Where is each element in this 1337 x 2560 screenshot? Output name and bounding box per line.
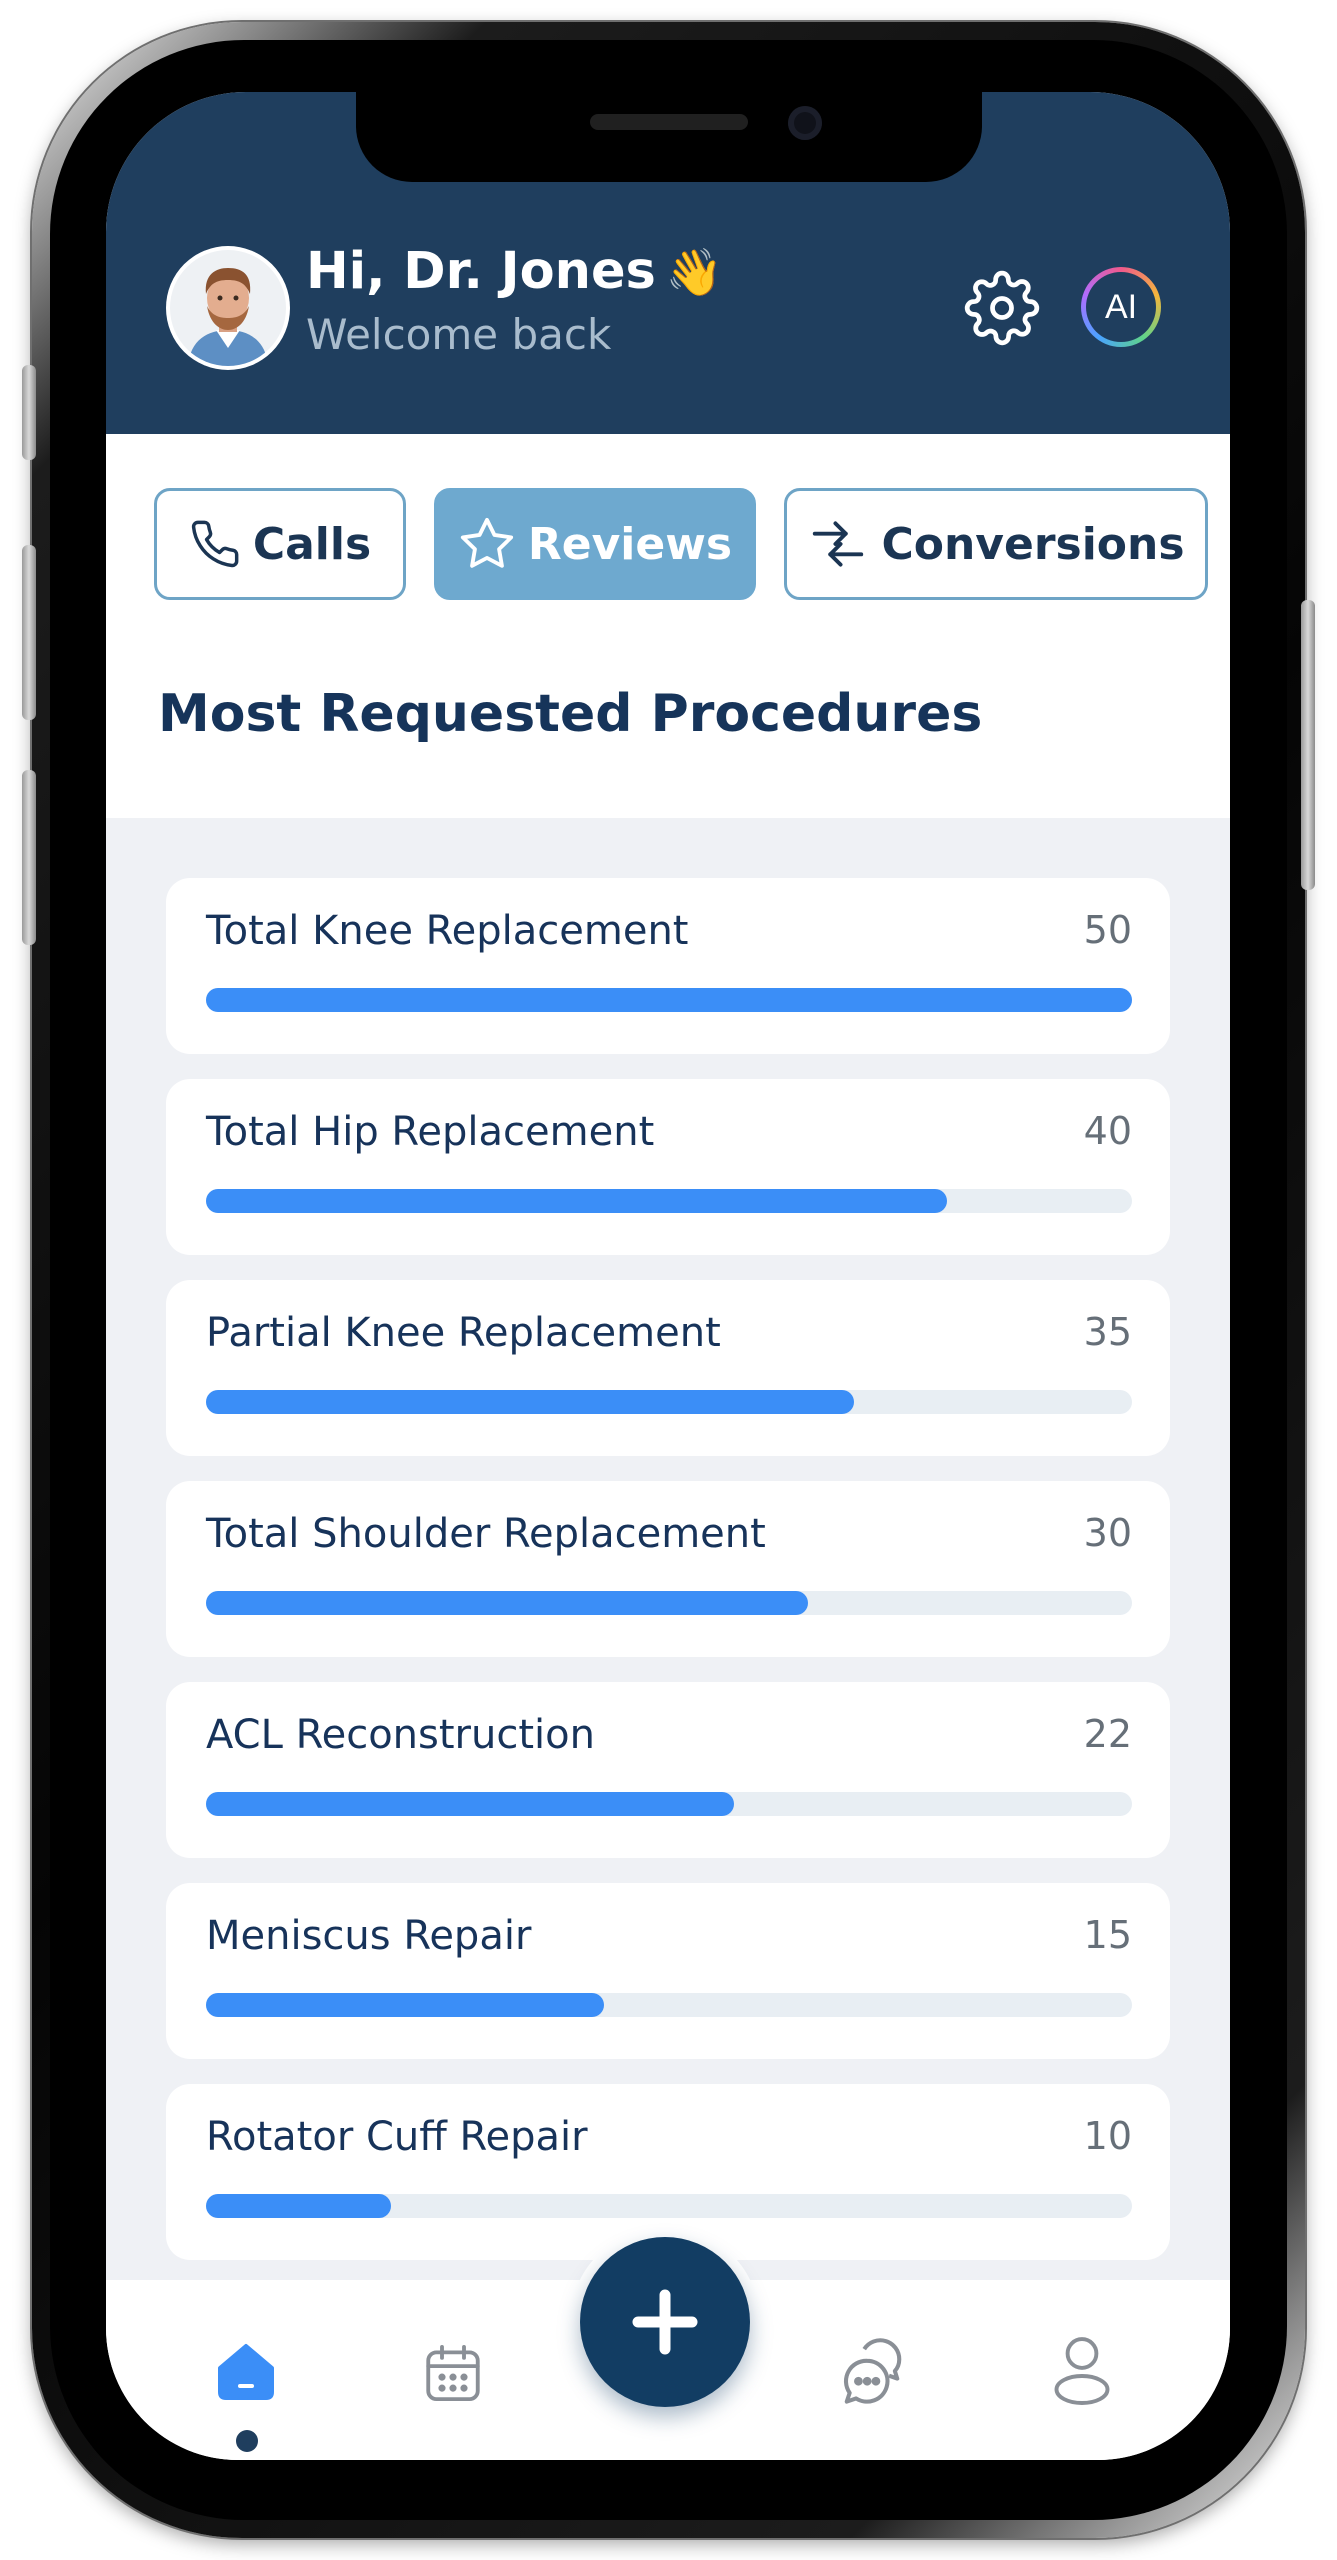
ai-label: AI xyxy=(1086,272,1156,342)
mute-switch xyxy=(22,365,36,460)
phone-icon xyxy=(191,520,239,568)
welcome-subtitle: Welcome back xyxy=(306,310,612,359)
procedure-count: 30 xyxy=(1083,1511,1132,1555)
progress-fill xyxy=(206,2194,392,2218)
progress-track xyxy=(206,2194,1132,2218)
progress-fill xyxy=(206,1993,605,2017)
app-header: Hi, Dr. Jones 👋 Welcome back AI xyxy=(106,92,1230,434)
list-item[interactable]: Total Hip Replacement 40 xyxy=(166,1079,1170,1255)
procedure-count: 35 xyxy=(1083,1310,1132,1354)
volume-up-button xyxy=(22,545,36,720)
gear-icon[interactable] xyxy=(964,270,1040,346)
procedure-name: Partial Knee Replacement xyxy=(206,1310,721,1356)
wave-emoji: 👋 xyxy=(665,245,724,299)
add-button[interactable] xyxy=(580,2237,750,2407)
progress-track xyxy=(206,1390,1132,1414)
plus-icon xyxy=(632,2289,698,2355)
list-item[interactable]: Total Shoulder Replacement 30 xyxy=(166,1481,1170,1657)
volume-down-button xyxy=(22,770,36,945)
procedure-name: ACL Reconstruction xyxy=(206,1712,595,1758)
calendar-icon[interactable] xyxy=(420,2340,486,2406)
active-indicator-dot xyxy=(236,2430,258,2452)
power-button xyxy=(1301,600,1315,890)
list-item[interactable]: Rotator Cuff Repair 10 xyxy=(166,2084,1170,2260)
list-item[interactable]: Meniscus Repair 15 xyxy=(166,1883,1170,2059)
procedure-count: 40 xyxy=(1083,1109,1132,1153)
procedure-count: 15 xyxy=(1083,1913,1132,1957)
star-icon xyxy=(460,517,514,568)
procedure-name: Total Shoulder Replacement xyxy=(206,1511,766,1557)
tab-conversions-label: Conversions xyxy=(881,518,1185,570)
profile-icon[interactable] xyxy=(1052,2334,1112,2406)
doctor-portrait-icon xyxy=(170,250,286,366)
tab-calls[interactable]: Calls xyxy=(154,488,406,600)
notch xyxy=(356,92,982,182)
progress-track xyxy=(206,1993,1132,2017)
progress-track xyxy=(206,1189,1132,1213)
list-item[interactable]: Total Knee Replacement 50 xyxy=(166,878,1170,1054)
progress-fill xyxy=(206,1792,734,1816)
procedure-count: 50 xyxy=(1083,908,1132,952)
speaker-grille xyxy=(590,114,748,130)
avatar[interactable] xyxy=(170,250,286,366)
list-item[interactable]: Partial Knee Replacement 35 xyxy=(166,1280,1170,1456)
procedure-list: Total Knee Replacement 50 Total Hip Repl… xyxy=(106,818,1230,2280)
list-item[interactable]: ACL Reconstruction 22 xyxy=(166,1682,1170,1858)
greeting-text: Hi, Dr. Jones xyxy=(306,242,656,301)
tab-reviews[interactable]: Reviews xyxy=(434,488,756,600)
procedure-count: 10 xyxy=(1083,2114,1132,2158)
app-screen: Hi, Dr. Jones 👋 Welcome back AI Calls Rev… xyxy=(106,92,1230,2460)
progress-fill xyxy=(206,1390,855,1414)
ai-assistant-button[interactable]: AI xyxy=(1081,267,1161,347)
front-camera xyxy=(788,106,822,140)
tab-reviews-label: Reviews xyxy=(527,518,733,570)
arrows-swap-icon xyxy=(813,521,864,567)
section-title: Most Requested Procedures xyxy=(158,684,983,744)
home-icon[interactable] xyxy=(214,2338,278,2402)
tab-conversions[interactable]: Conversions xyxy=(784,488,1208,600)
progress-track xyxy=(206,988,1132,1012)
chat-icon[interactable] xyxy=(838,2336,908,2406)
procedure-name: Total Hip Replacement xyxy=(206,1109,655,1155)
procedure-name: Rotator Cuff Repair xyxy=(206,2114,588,2160)
progress-fill xyxy=(206,1189,947,1213)
procedure-count: 22 xyxy=(1083,1712,1132,1756)
procedure-name: Total Knee Replacement xyxy=(206,908,689,954)
procedure-name: Meniscus Repair xyxy=(206,1913,532,1959)
progress-track xyxy=(206,1591,1132,1615)
progress-fill xyxy=(206,988,1132,1012)
progress-track xyxy=(206,1792,1132,1816)
tab-calls-label: Calls xyxy=(252,518,372,570)
greeting-title: Hi, Dr. Jones 👋 xyxy=(306,242,723,301)
progress-fill xyxy=(206,1591,808,1615)
